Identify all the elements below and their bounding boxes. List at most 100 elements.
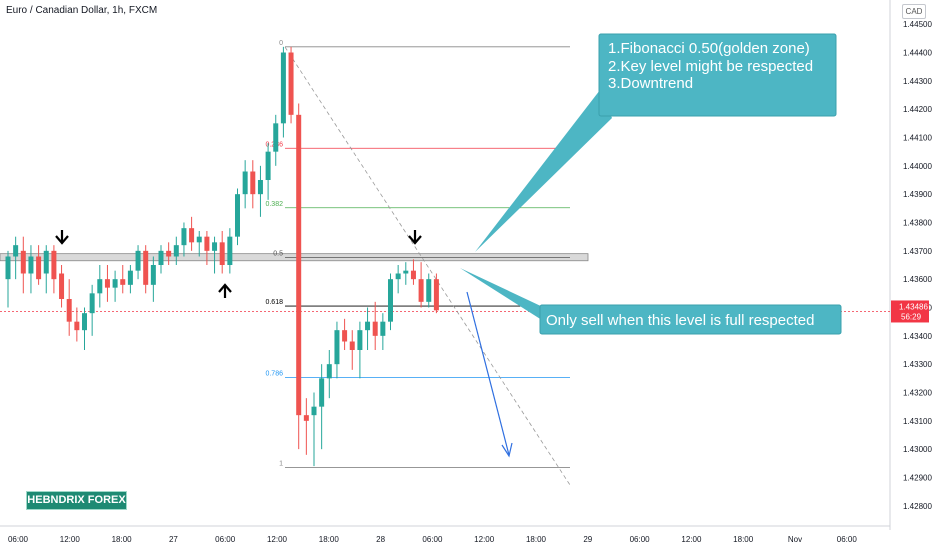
candle [82,307,87,350]
down-arrow-right-icon [408,230,422,245]
y-tick-label: 1.43700 [903,247,932,256]
candle [380,313,386,350]
x-tick-label: 12:00 [474,535,495,544]
candle [97,265,103,308]
candle [235,188,240,246]
candle [288,46,294,124]
candle [250,160,256,209]
y-tick-label: 1.43200 [903,389,932,398]
candle [196,231,202,257]
fib-level-label: 0.618 [265,299,283,306]
fib-level-label: 0.786 [265,370,283,377]
candle [112,270,118,302]
candle [204,231,210,265]
candle [242,160,248,209]
current-price-tag: 1.43486 56:29 [891,300,929,323]
candle [74,307,80,342]
candle [173,236,179,265]
candle [372,301,378,350]
candle [303,398,309,455]
candle [395,265,401,294]
x-tick-label: 06:00 [215,535,236,544]
candle [28,245,34,294]
y-tick-label: 1.44000 [903,162,932,171]
candle [296,103,302,450]
candle [66,279,72,336]
callout-fibonacci[interactable]: 1.Fibonacci 0.50(golden zone) 2.Key leve… [475,33,837,252]
candle [166,242,172,265]
y-tick-label: 1.43400 [903,332,932,341]
y-tick-label: 1.43800 [903,219,932,228]
candle [334,321,340,379]
candle [426,273,432,308]
current-price-countdown: 56:29 [901,312,922,321]
candle [410,259,416,285]
fib-level-label: 0 [279,40,283,47]
callout-line-2: 2.Key level might be respected [608,58,813,75]
y-tick-label: 1.43100 [903,417,932,426]
time-axis[interactable]: 06:00 12:00 18:00 27 06:00 12:00 18:00 28 06:00 1… [8,535,857,544]
x-tick-label: 28 [376,535,385,544]
candle [212,236,218,274]
x-tick-label: Nov [788,535,802,544]
candle [150,256,156,302]
x-tick-label: 18:00 [733,535,754,544]
projection-arrow [466,291,513,458]
x-tick-label: 06:00 [8,535,29,544]
x-tick-label: 06:00 [837,535,858,544]
candle [36,245,42,285]
candle [127,265,133,294]
currency-badge[interactable]: CAD [902,4,926,19]
up-arrow-icon [218,283,232,298]
down-arrow-left-icon [55,230,69,245]
fib-level-label: 0.5 [273,250,283,257]
callout-line-1: 1.Fibonacci 0.50(golden zone) [608,40,810,57]
x-tick-label: 18:00 [526,535,547,544]
current-price-value: 1.43486 [899,302,928,311]
callout-sell-condition[interactable]: Only sell when this level is full respec… [460,268,842,335]
candle [227,228,233,274]
candle [365,307,371,350]
callout-sell-text: Only sell when this level is full respec… [546,312,814,329]
candle [20,236,26,294]
x-tick-label: 18:00 [112,535,133,544]
candle [342,318,348,350]
y-tick-label: 1.44100 [903,134,932,143]
candle [311,392,317,467]
chart-title: Euro / Canadian Dollar, 1h, FXCM [6,5,158,16]
candle [403,262,409,285]
candle [189,216,195,251]
candle [265,143,271,200]
x-tick-label: 12:00 [60,535,81,544]
candle [143,245,149,294]
y-tick-label: 1.44300 [903,77,932,86]
x-tick-label: 29 [583,535,592,544]
candle [104,265,110,302]
y-tick-label: 1.44400 [903,49,932,58]
candle [326,350,332,399]
candle [13,236,19,280]
candle [280,46,286,138]
candle [273,114,279,166]
x-tick-label: 06:00 [630,535,651,544]
brand-badge: HEBNDRIX FOREX [26,491,127,510]
callout-line-3: 3.Downtrend [608,75,693,92]
x-tick-label: 18:00 [319,535,340,544]
y-tick-label: 1.43900 [903,190,932,199]
candle [51,245,57,294]
candles-series [5,46,439,467]
candle [120,265,126,294]
candle [433,273,439,314]
y-tick-label: 1.43600 [903,275,932,284]
candle [319,364,325,450]
fib-trend-line [284,46,571,486]
y-tick-label: 1.43000 [903,445,932,454]
candle [59,265,65,308]
candle [43,245,49,294]
y-tick-label: 1.43300 [903,360,932,369]
x-tick-label: 12:00 [267,535,288,544]
price-axis[interactable]: 1.44500 1.44400 1.44300 1.44200 1.44100 1.440… [903,20,932,511]
